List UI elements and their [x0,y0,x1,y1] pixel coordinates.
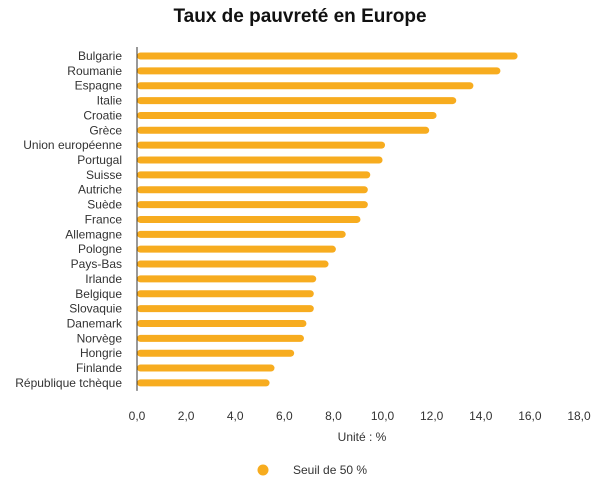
category-label-10: Suède [87,198,122,212]
bar-15[interactable] [137,275,317,283]
bar-7[interactable] [137,156,383,164]
category-label-22: République tchèque [15,376,122,390]
x-tick-label-0: 0,0 [129,409,146,423]
bar-6[interactable] [137,141,386,149]
bar-12[interactable] [137,230,346,238]
bar-20[interactable] [137,349,295,357]
x-tick-label-1: 2,0 [178,409,195,423]
category-label-9: Autriche [78,183,122,197]
category-label-19: Norvège [77,331,123,345]
x-tick-label-6: 12,0 [420,409,444,423]
category-label-18: Danemark [67,316,123,330]
legend-label: Seuil de 50 % [293,463,367,477]
x-tick-label-9: 18,0 [567,409,591,423]
bar-14[interactable] [137,260,329,268]
category-label-3: Italie [97,94,123,108]
x-tick-label-7: 14,0 [469,409,493,423]
category-label-21: Finlande [76,361,122,375]
category-label-5: Grèce [89,123,122,137]
x-tick-label-3: 6,0 [276,409,293,423]
bar-17[interactable] [137,305,314,313]
bar-5[interactable] [137,126,430,134]
legend-swatch-icon [257,464,269,476]
category-label-12: Allemagne [65,227,122,241]
category-label-20: Hongrie [80,346,122,360]
category-label-16: Belgique [75,287,122,301]
x-tick-labels: 0,0 2,0 4,0 6,0 8,0 10,0 12,0 14,0 16,0 18,0 [129,409,591,423]
category-label-0: Bulgarie [78,49,122,63]
category-label-4: Croatie [83,108,122,122]
bar-0[interactable] [137,52,518,60]
legend[interactable]: Seuil de 50 % [257,463,368,477]
x-tick-label-8: 16,0 [518,409,542,423]
x-tick-label-4: 8,0 [325,409,342,423]
category-label-7: Portugal [77,153,122,167]
bar-21[interactable] [137,364,275,372]
category-label-11: France [85,212,123,226]
bar-8[interactable] [137,171,371,179]
category-label-17: Slovaquie [69,302,122,316]
bar-3[interactable] [137,97,457,105]
bar-2[interactable] [137,82,474,90]
bar-19[interactable] [137,334,304,342]
category-label-14: Pays-Bas [71,257,122,271]
category-label-1: Roumanie [67,64,122,78]
bar-1[interactable] [137,67,501,75]
category-labels: BulgarieRoumanieEspagneItalieCroatieGrèc… [15,49,123,390]
category-label-15: Irlande [85,272,122,286]
category-label-13: Pologne [78,242,122,256]
category-label-8: Suisse [86,168,122,182]
bar-11[interactable] [137,215,361,223]
x-axis-title: Unité : % [338,430,387,444]
category-label-2: Espagne [75,79,123,93]
bar-13[interactable] [137,245,336,253]
bar-18[interactable] [137,319,307,327]
bar-4[interactable] [137,111,437,119]
x-tick-label-2: 4,0 [227,409,244,423]
bars-layer [137,52,518,387]
bar-9[interactable] [137,186,368,194]
x-tick-label-5: 10,0 [371,409,395,423]
bar-22[interactable] [137,379,270,387]
chart-title: Taux de pauvreté en Europe [173,6,427,27]
bar-16[interactable] [137,290,314,298]
category-label-6: Union européenne [23,138,122,152]
bar-10[interactable] [137,201,368,209]
